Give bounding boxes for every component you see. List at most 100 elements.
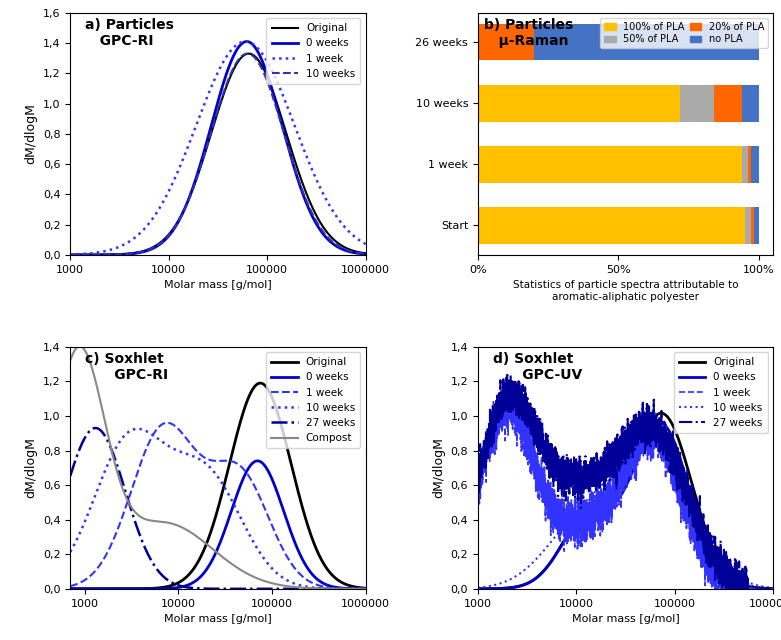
- X-axis label: Molar mass [g/mol]: Molar mass [g/mol]: [164, 614, 272, 624]
- 1 week: [206, 456, 216, 464]
- 10 weeks: [361, 585, 370, 593]
- 1 week: [117, 242, 127, 250]
- 27 weeks: [473, 472, 483, 480]
- Compost: [280, 582, 290, 589]
- 1 week: [179, 154, 188, 162]
- 10 weeks: [66, 251, 75, 259]
- 10 weeks: [66, 548, 75, 556]
- 10 weeks: [192, 454, 201, 461]
- 10 weeks: [243, 50, 252, 58]
- Legend: 100% of PLA, 50% of PLA, 20% of PLA, no PLA: 100% of PLA, 50% of PLA, 20% of PLA, no …: [600, 18, 769, 49]
- 0 weeks: [361, 585, 370, 593]
- 1 week: [473, 493, 483, 501]
- 10 weeks: [280, 575, 290, 583]
- Original: [244, 50, 253, 58]
- 1 week: [502, 375, 512, 383]
- 27 weeks: [91, 424, 100, 432]
- 10 weeks: [99, 251, 109, 259]
- Original: [191, 175, 201, 183]
- 1 week: [280, 549, 290, 557]
- Line: Original: Original: [70, 54, 366, 255]
- 0 weeks: [242, 38, 251, 45]
- 1 week: [66, 251, 75, 259]
- X-axis label: Molar mass [g/mol]: Molar mass [g/mol]: [572, 614, 679, 624]
- Original: [337, 579, 347, 586]
- 27 weeks: [352, 585, 362, 593]
- Original: [769, 585, 778, 593]
- Bar: [478, 24, 534, 60]
- Original: [352, 584, 362, 591]
- 0 weeks: [179, 207, 188, 215]
- 10 weeks: [206, 464, 216, 472]
- 1 week: [355, 237, 365, 244]
- Line: 0 weeks: 0 weeks: [70, 42, 366, 255]
- Original: [745, 582, 754, 590]
- Original: [280, 435, 290, 443]
- 27 weeks: [502, 369, 512, 377]
- Original: [323, 230, 333, 237]
- 0 weeks: [769, 585, 778, 593]
- 0 weeks: [253, 457, 262, 465]
- 0 weeks: [190, 578, 199, 586]
- Original: [190, 564, 199, 572]
- Original: [179, 207, 188, 214]
- 10 weeks: [355, 249, 365, 257]
- 27 weeks: [597, 474, 607, 482]
- Bar: [478, 146, 742, 182]
- Bar: [714, 85, 742, 122]
- Compost: [192, 532, 201, 540]
- 10 weeks: [190, 453, 199, 461]
- 0 weeks: [614, 495, 623, 503]
- 0 weeks: [191, 173, 201, 181]
- 1 week: [162, 419, 172, 427]
- 27 weeks: [206, 585, 216, 593]
- 10 weeks: [759, 583, 769, 591]
- 27 weeks: [745, 582, 754, 589]
- Line: Compost: Compost: [70, 346, 366, 589]
- 27 weeks: [337, 585, 347, 593]
- Text: b) Particles
   μ-Raman: b) Particles μ-Raman: [483, 18, 573, 48]
- 10 weeks: [769, 584, 778, 591]
- Y-axis label: dM/dlogM: dM/dlogM: [432, 437, 445, 498]
- Bar: [751, 146, 759, 182]
- 0 weeks: [206, 559, 216, 567]
- 0 weeks: [117, 251, 127, 259]
- 0 weeks: [66, 585, 75, 593]
- Line: 0 weeks: 0 weeks: [70, 461, 366, 589]
- Compost: [190, 531, 199, 539]
- 0 weeks: [473, 585, 483, 593]
- 10 weeks: [191, 176, 201, 184]
- 1 week: [710, 585, 719, 593]
- Bar: [478, 207, 745, 244]
- 1 week: [192, 447, 201, 455]
- 10 weeks: [337, 585, 347, 593]
- Line: 27 weeks: 27 weeks: [70, 428, 366, 589]
- Original: [759, 584, 769, 592]
- Line: 1 week: 1 week: [70, 423, 366, 589]
- 0 weeks: [688, 497, 697, 504]
- 27 weeks: [361, 585, 370, 593]
- 0 weeks: [355, 250, 365, 257]
- 10 weeks: [688, 502, 697, 510]
- Line: 10 weeks: 10 weeks: [478, 447, 773, 588]
- 0 weeks: [361, 250, 370, 258]
- 1 week: [614, 481, 623, 488]
- 1 week: [66, 582, 75, 590]
- 10 weeks: [597, 481, 607, 489]
- 0 weeks: [600, 505, 609, 513]
- Legend: Original, 0 weeks, 1 week, 10 weeks, 27 weeks: Original, 0 weeks, 1 week, 10 weeks, 27 …: [674, 352, 768, 433]
- 0 weeks: [66, 251, 75, 259]
- Compost: [66, 356, 75, 364]
- 0 weeks: [655, 419, 665, 427]
- 10 weeks: [323, 234, 333, 241]
- 27 weeks: [600, 486, 609, 494]
- 0 weeks: [323, 236, 333, 243]
- 1 week: [769, 585, 778, 593]
- Y-axis label: dM/dlogM: dM/dlogM: [24, 437, 37, 498]
- 1 week: [361, 585, 370, 593]
- 0 weeks: [745, 584, 754, 591]
- 1 week: [600, 498, 609, 506]
- Bar: [534, 24, 759, 60]
- Compost: [337, 585, 347, 593]
- 27 weeks: [614, 442, 623, 450]
